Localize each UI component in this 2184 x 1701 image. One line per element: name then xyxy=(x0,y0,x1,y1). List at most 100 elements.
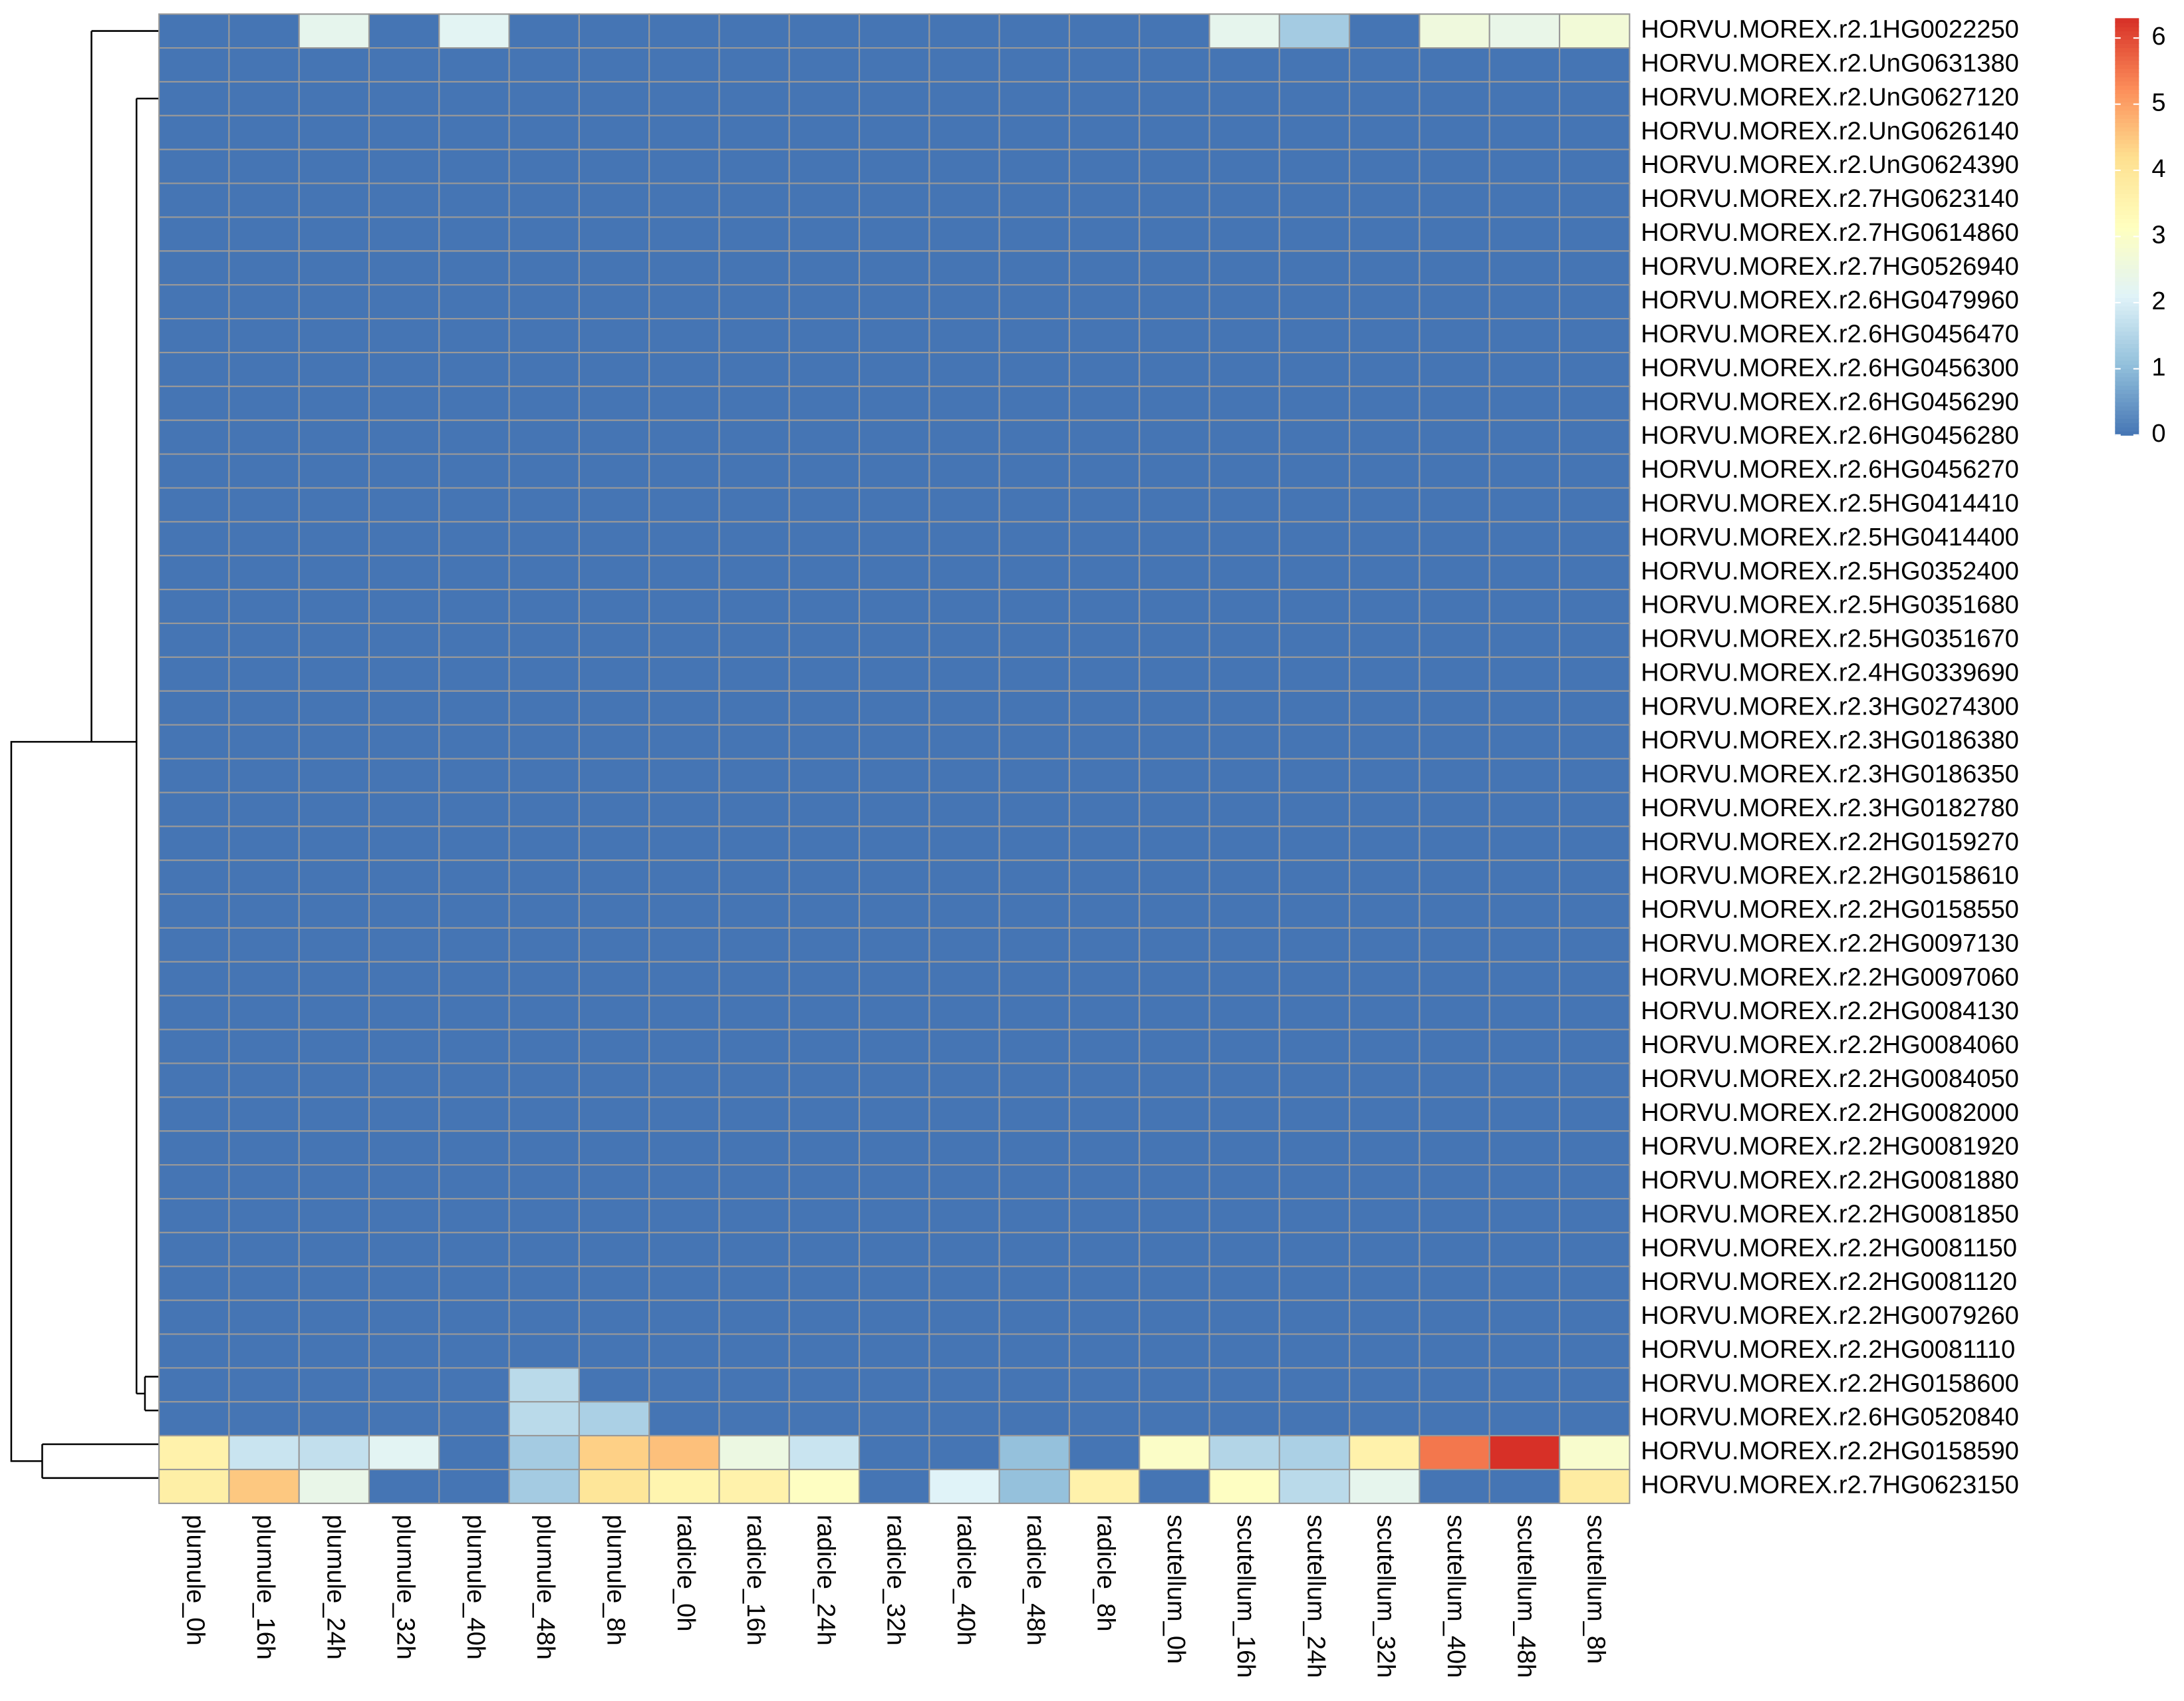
heatmap-cell xyxy=(438,284,510,320)
heatmap-cell xyxy=(928,961,1000,997)
heatmap-cell xyxy=(1558,1197,1631,1233)
row-label: HORVU.MOREX.r2.2HG0081150 xyxy=(1641,1234,2017,1262)
heatmap-cell xyxy=(158,250,230,286)
heatmap-cell xyxy=(1419,1096,1490,1132)
legend-swatch xyxy=(2115,64,2139,69)
heatmap-cell xyxy=(298,995,370,1030)
heatmap-cell xyxy=(368,216,440,252)
heatmap-cell xyxy=(368,114,440,150)
heatmap-cell xyxy=(438,589,510,625)
heatmap-cell xyxy=(1488,182,1561,218)
column-label: plumule_16h xyxy=(251,1515,279,1660)
heatmap-cell xyxy=(368,758,440,794)
heatmap-cell xyxy=(1278,13,1351,49)
heatmap-cell xyxy=(1419,622,1490,658)
column-label: radicle_48h xyxy=(1022,1515,1049,1646)
row-label: HORVU.MOREX.r2.2HG0084060 xyxy=(1641,1031,2019,1059)
heatmap-cell xyxy=(718,385,790,421)
heatmap-cell xyxy=(998,1096,1071,1132)
heatmap-cell xyxy=(1558,453,1631,489)
heatmap-cell xyxy=(718,893,790,929)
heatmap-cell xyxy=(718,1468,790,1504)
heatmap-cell xyxy=(508,927,580,963)
heatmap-cell xyxy=(928,148,1000,184)
heatmap-cell xyxy=(298,453,370,489)
heatmap-cell xyxy=(298,1028,370,1064)
heatmap-cell xyxy=(578,859,650,895)
legend-swatch xyxy=(2115,305,2139,311)
legend-swatch xyxy=(2115,397,2139,402)
heatmap-cell xyxy=(788,1401,861,1437)
heatmap-cell xyxy=(578,656,650,692)
heatmap-cell xyxy=(1278,927,1351,963)
heatmap-cell xyxy=(438,114,510,150)
heatmap-cell xyxy=(858,453,930,489)
heatmap-cell xyxy=(1278,385,1351,421)
heatmap-cell xyxy=(228,80,300,116)
heatmap-cell xyxy=(1488,589,1561,625)
heatmap-cell xyxy=(368,859,440,895)
heatmap-cell xyxy=(228,1333,300,1369)
heatmap-cell xyxy=(1278,859,1351,895)
heatmap-cell xyxy=(508,318,580,354)
heatmap-cell xyxy=(718,47,790,83)
heatmap-cell xyxy=(858,80,930,116)
row-label: HORVU.MOREX.r2.2HG0097060 xyxy=(1641,963,2019,991)
heatmap-cell xyxy=(1278,1265,1351,1301)
heatmap-cell xyxy=(508,1028,580,1064)
heatmap-cell xyxy=(718,758,790,794)
heatmap-cell xyxy=(508,487,580,523)
heatmap-cell xyxy=(1488,995,1561,1030)
heatmap-cell xyxy=(368,826,440,861)
heatmap-cell xyxy=(648,419,720,455)
heatmap-cell xyxy=(1349,182,1421,218)
row-label: HORVU.MOREX.r2.5HG0351670 xyxy=(1641,625,2019,653)
heatmap-cell xyxy=(1139,1435,1210,1471)
heatmap-cell xyxy=(1558,826,1631,861)
heatmap-cell xyxy=(858,1435,930,1471)
heatmap-cell xyxy=(158,47,230,83)
heatmap-cell xyxy=(1278,1164,1351,1200)
heatmap-cell xyxy=(508,1401,580,1437)
heatmap-cell xyxy=(368,927,440,963)
legend-swatch xyxy=(2115,68,2139,73)
heatmap-cell xyxy=(928,385,1000,421)
heatmap-cell xyxy=(1488,826,1561,861)
heatmap-cell xyxy=(928,589,1000,625)
heatmap-cell xyxy=(1068,859,1141,895)
column-label: scutellum_48h xyxy=(1512,1515,1540,1678)
heatmap-cell xyxy=(508,995,580,1030)
heatmap-cell xyxy=(1558,622,1631,658)
legend-swatch xyxy=(2115,393,2139,398)
legend-swatch xyxy=(2115,39,2139,44)
heatmap-cell xyxy=(368,385,440,421)
heatmap-cell xyxy=(1419,318,1490,354)
heatmap-cell xyxy=(858,385,930,421)
heatmap-cell xyxy=(1208,1401,1280,1437)
heatmap-cell xyxy=(228,284,300,320)
heatmap-cell xyxy=(1488,385,1561,421)
heatmap-cell xyxy=(1139,453,1210,489)
legend-swatch xyxy=(2115,55,2139,61)
row-label: HORVU.MOREX.r2.6HG0520840 xyxy=(1641,1404,2019,1432)
heatmap-cell xyxy=(718,961,790,997)
heatmap-cell xyxy=(1488,1028,1561,1064)
heatmap-cell xyxy=(1278,893,1351,929)
heatmap-cell xyxy=(158,1265,230,1301)
legend-swatch xyxy=(2115,301,2139,307)
legend-swatch xyxy=(2115,297,2139,303)
heatmap-cell xyxy=(1349,1062,1421,1098)
legend-swatch xyxy=(2115,31,2139,36)
heatmap-cell xyxy=(718,318,790,354)
heatmap-cell xyxy=(788,47,861,83)
heatmap-cell xyxy=(158,284,230,320)
legend-swatch xyxy=(2115,364,2139,369)
heatmap-cell xyxy=(648,622,720,658)
heatmap-cell xyxy=(1208,521,1280,557)
heatmap-cell xyxy=(1139,148,1210,184)
heatmap-cell xyxy=(508,724,580,760)
row-label: HORVU.MOREX.r2.3HG0186380 xyxy=(1641,726,2019,754)
heatmap-cell xyxy=(1139,792,1210,828)
heatmap-cell xyxy=(1278,622,1351,658)
heatmap-cell xyxy=(928,893,1000,929)
